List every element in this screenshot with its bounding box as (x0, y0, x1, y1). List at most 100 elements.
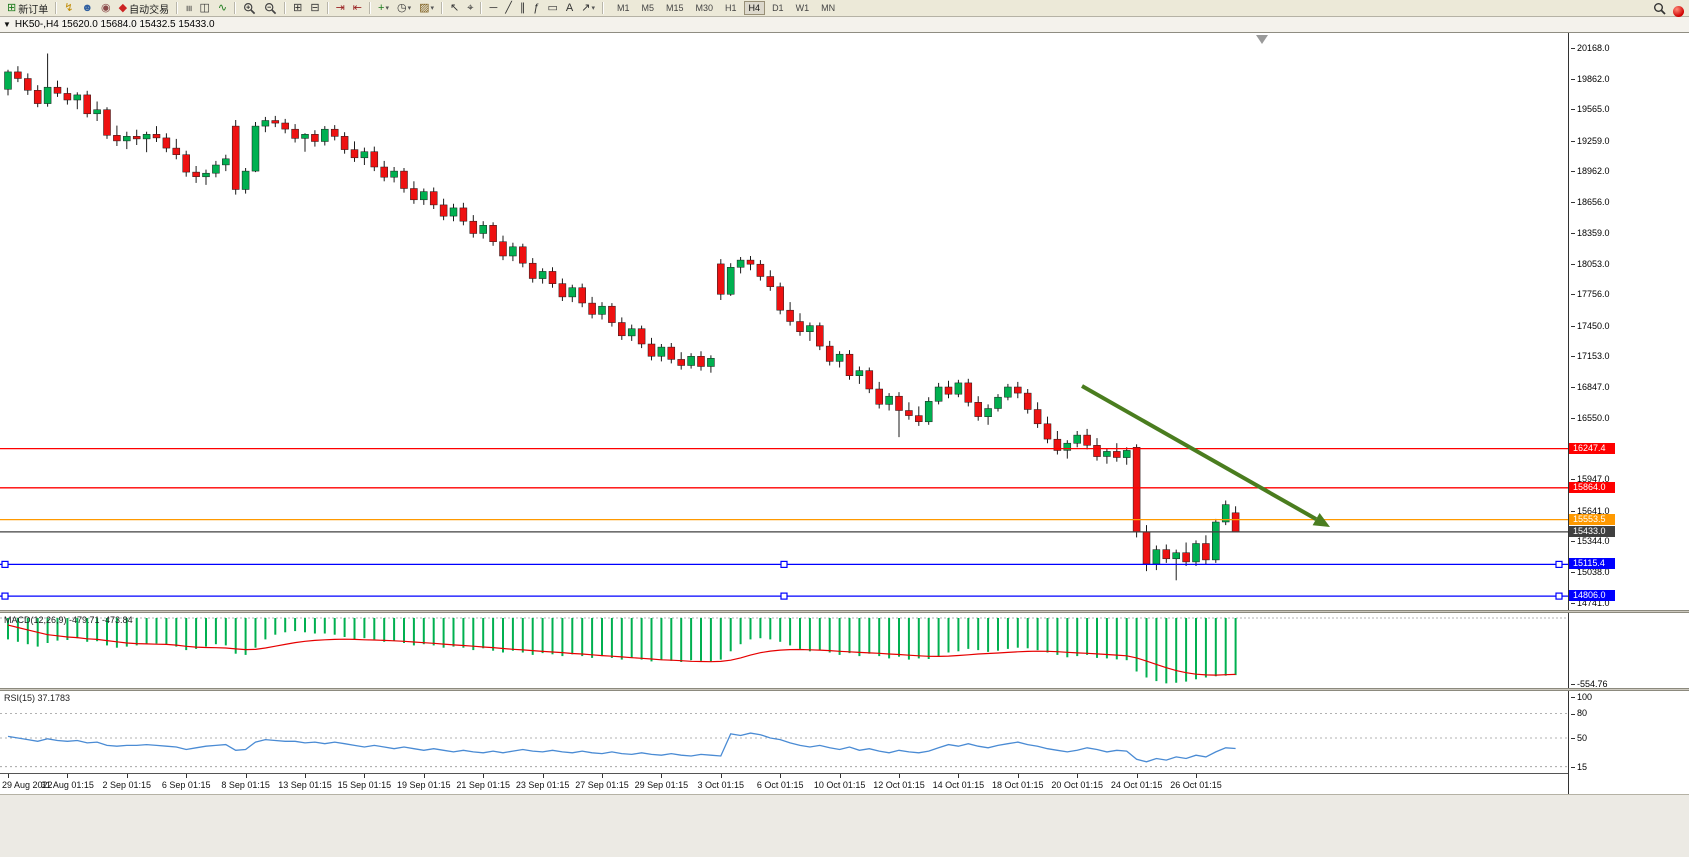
timeframe-h1-button[interactable]: H1 (725, 3, 737, 13)
new-order-button[interactable]: ⊞ 新订单 (7, 1, 49, 16)
candle-body (33, 90, 42, 104)
time-label: 6 Sep 01:15 (161, 780, 211, 790)
price-axis[interactable]: 20168.0 19862.0 19565.0 19259.0 18962.0 18656… (1568, 33, 1689, 794)
line-chart-icon[interactable]: ∿ (217, 1, 228, 14)
tile-windows-icon[interactable]: ⊞ (293, 1, 303, 14)
timeframe-h4-button[interactable]: H4 (743, 1, 766, 15)
timeframe-mn-button[interactable]: MN (821, 3, 836, 13)
shapes-icon[interactable]: ▭ (547, 1, 558, 14)
line-handle[interactable] (1, 592, 9, 600)
price-tick: 16847.0 (1571, 382, 1610, 392)
periods-button[interactable]: ◷ ▾ (396, 1, 412, 14)
line-handle[interactable] (780, 592, 788, 600)
timeframe-m5-button[interactable]: M5 (641, 3, 654, 13)
trendline-icon[interactable]: ╱ (505, 1, 512, 14)
candle-body (974, 402, 982, 417)
candle-body (330, 128, 339, 137)
horizontal-line-icon[interactable]: ─ (489, 1, 498, 14)
time-label: 29 Aug 2022 (2, 780, 53, 790)
candle-body (172, 147, 181, 155)
chart-shift-icon[interactable]: ⇤ (352, 1, 363, 14)
candle-body (1023, 392, 1032, 410)
candle-body (380, 166, 388, 178)
candle-body (192, 171, 200, 177)
zoom-in-icon[interactable] (240, 1, 259, 16)
zoom-out-icon[interactable] (261, 1, 280, 16)
alerts-icon[interactable]: ◉ (101, 1, 111, 14)
main-chart-plot[interactable] (0, 33, 1568, 610)
trend-arrow-head[interactable] (1312, 513, 1330, 527)
auto-arrange-icon[interactable]: ⊟ (310, 1, 320, 14)
macd-plot[interactable] (0, 613, 1568, 688)
time-label: 21 Sep 01:15 (456, 780, 510, 790)
bar-chart-icon[interactable]: ≡ (182, 4, 195, 12)
timeframe-m30-button[interactable]: M30 (695, 3, 714, 13)
chart-menu-icon[interactable]: ▼ (3, 20, 11, 29)
profile-icon[interactable]: ☻ (81, 1, 94, 14)
candle-body (717, 263, 725, 295)
channel-icon[interactable]: ∥ (519, 1, 526, 14)
candle-body (202, 172, 210, 178)
templates-button[interactable]: ▨ ▾ (419, 1, 435, 14)
time-tick (1196, 774, 1197, 778)
search-icon[interactable] (1653, 2, 1666, 20)
rsi-axis-label: 50 (1571, 733, 1587, 743)
arrows-tool-icon[interactable]: ↗ ▾ (581, 1, 595, 14)
crosshair-icon[interactable]: ⌖ (467, 1, 474, 14)
price-label-15115.4: 15115.4 (1569, 558, 1615, 570)
candle-body (865, 370, 874, 390)
time-tick (661, 774, 663, 778)
auto-trading-button[interactable]: ◆ 自动交易 (118, 1, 170, 16)
line-handle[interactable] (780, 560, 788, 569)
candle-body (538, 271, 547, 279)
candle-body (1083, 434, 1091, 446)
candle-body (756, 263, 765, 277)
candle-body (1103, 451, 1111, 457)
text-tool-icon[interactable]: A (565, 1, 574, 14)
candle-body (1093, 445, 1101, 457)
macd-label: MACD(12,26,9) -479.71 -473.84 (4, 615, 133, 625)
panel-splitter[interactable] (0, 688, 1689, 691)
indicators-button[interactable]: + ▾ (378, 1, 389, 14)
timeframe-d1-button[interactable]: D1 (772, 3, 784, 13)
candle-body (1033, 409, 1042, 425)
time-tick (305, 774, 306, 778)
candlestick-chart-icon[interactable]: ◫ (199, 1, 210, 14)
trend-arrow[interactable] (1081, 384, 1318, 521)
candle-body (420, 191, 428, 201)
time-label: 29 Sep 01:15 (634, 780, 689, 790)
chart-shift-marker[interactable] (1256, 35, 1268, 44)
fibonacci-icon[interactable]: ƒ (533, 1, 540, 14)
time-label: 26 Oct 01:15 (1170, 780, 1222, 790)
line-handle[interactable] (1, 560, 9, 569)
candle-body (469, 220, 478, 234)
timeframe-m15-button[interactable]: M15 (666, 3, 684, 13)
community-status-icon[interactable] (1673, 5, 1684, 17)
cursor-icon[interactable]: ↖ (450, 1, 460, 14)
time-label: 10 Oct 01:15 (813, 780, 866, 790)
candle-body (152, 134, 161, 139)
candle-body (1053, 438, 1062, 451)
price-tick: 17756.0 (1571, 289, 1610, 299)
candle-body (608, 305, 616, 323)
candle-body (340, 136, 349, 150)
line-handle[interactable] (1555, 592, 1563, 600)
timeframe-w1-button[interactable]: W1 (795, 3, 810, 13)
charts-icon[interactable]: ↯ (64, 1, 74, 14)
candle-body (113, 135, 121, 142)
panel-splitter[interactable] (0, 610, 1689, 613)
macd-signal-line (7, 624, 1236, 676)
timeframe-m1-button[interactable]: M1 (616, 3, 630, 13)
candle-body (816, 325, 824, 347)
line-handle[interactable] (1555, 560, 1563, 569)
toolbar-separator (369, 2, 372, 14)
toolbar-separator (176, 2, 179, 14)
rsi-plot[interactable] (0, 691, 1568, 773)
time-axis[interactable]: 29 Aug 2022 31 Aug 01:15 2 Sep 01:15 6 Sep … (0, 773, 1568, 794)
auto-scroll-icon[interactable]: ⇥ (335, 1, 345, 14)
price-tick: 18962.0 (1571, 166, 1610, 176)
candle-body (1152, 549, 1161, 565)
candle-body (558, 283, 567, 298)
candle-body (954, 382, 963, 395)
candle-body (667, 346, 676, 360)
